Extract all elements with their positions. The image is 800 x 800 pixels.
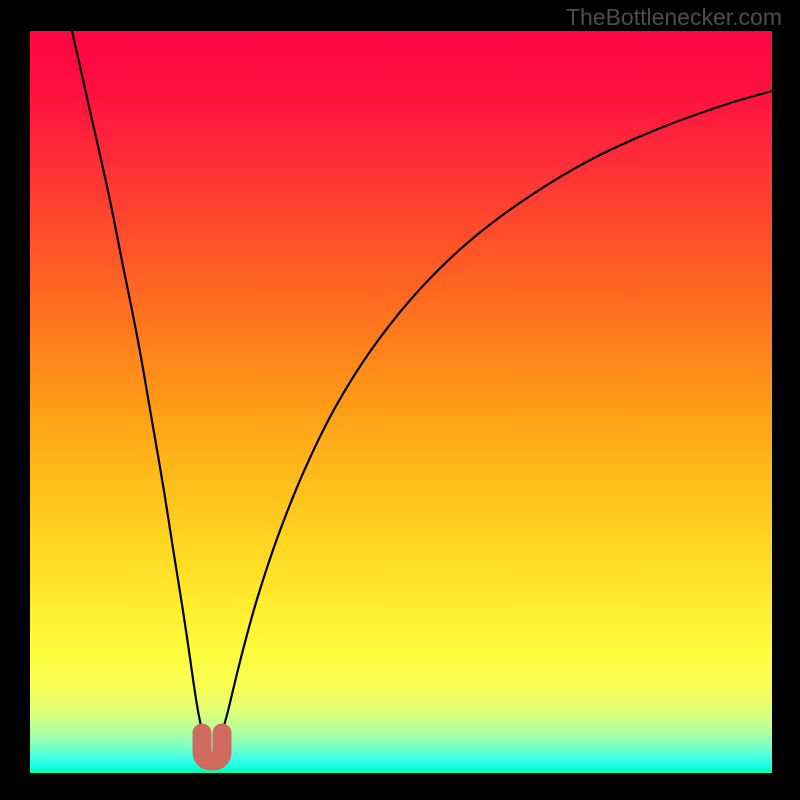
plot-area <box>30 31 772 773</box>
valley-marker <box>202 733 222 761</box>
curve-right-branch <box>222 91 772 736</box>
bottleneck-curve-svg <box>30 31 772 773</box>
watermark-text: TheBottlenecker.com <box>566 4 782 31</box>
curve-left-branch <box>72 31 203 736</box>
